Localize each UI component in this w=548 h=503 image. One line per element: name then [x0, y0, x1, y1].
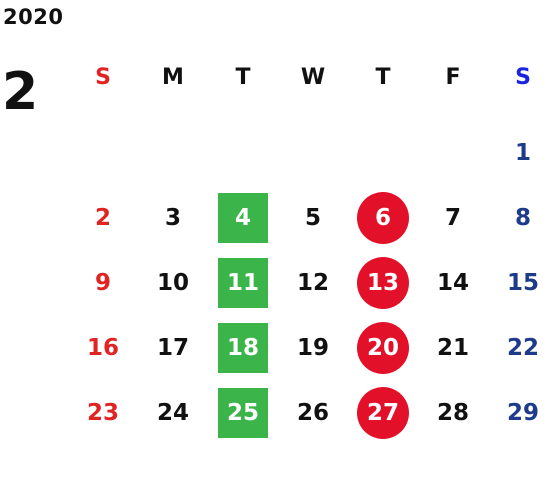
- day-number: 25: [226, 399, 259, 426]
- day-cell[interactable]: 8: [488, 188, 548, 248]
- weekday-label: S: [515, 64, 531, 90]
- day-cell[interactable]: 16: [68, 318, 138, 378]
- red-circle-marker: [357, 322, 409, 374]
- day-cell[interactable]: 18: [208, 318, 278, 378]
- week-row: 2 3 4 5 6 7 8: [68, 188, 548, 248]
- red-circle-marker: [357, 387, 409, 439]
- day-number: 1: [514, 139, 531, 166]
- day-cell[interactable]: 27: [348, 383, 418, 443]
- green-square-marker: [218, 323, 268, 373]
- day-number: 11: [226, 269, 259, 296]
- day-cell[interactable]: 19: [278, 318, 348, 378]
- day-cell[interactable]: 4: [208, 188, 278, 248]
- weekday-label: F: [445, 64, 461, 90]
- day-cell[interactable]: 13: [348, 253, 418, 313]
- day-number: 28: [436, 399, 469, 426]
- day-number: 21: [436, 334, 469, 361]
- day-cell[interactable]: 12: [278, 253, 348, 313]
- day-number: 9: [94, 269, 111, 296]
- day-number: 4: [234, 204, 251, 231]
- day-cell[interactable]: 24: [138, 383, 208, 443]
- week-row: 1: [68, 123, 548, 183]
- month-number: 2: [2, 62, 39, 122]
- day-number: 6: [374, 204, 391, 231]
- day-number: 19: [296, 334, 329, 361]
- week-row: 16 17 18 19 20 21 22: [68, 318, 548, 378]
- weekday-wednesday: W: [278, 47, 348, 107]
- day-number: 15: [506, 269, 539, 296]
- weekday-thursday: T: [348, 47, 418, 107]
- weekday-label: T: [375, 64, 391, 90]
- day-number: 7: [444, 204, 461, 231]
- day-number: 12: [296, 269, 329, 296]
- day-number: 23: [86, 399, 119, 426]
- day-cell[interactable]: 23: [68, 383, 138, 443]
- weekday-sunday: S: [68, 47, 138, 107]
- weekday-monday: M: [138, 47, 208, 107]
- day-number: 17: [156, 334, 189, 361]
- day-number: 10: [156, 269, 189, 296]
- day-cell[interactable]: 20: [348, 318, 418, 378]
- day-cell[interactable]: 10: [138, 253, 208, 313]
- day-number: 16: [86, 334, 119, 361]
- red-circle-marker: [357, 192, 409, 244]
- day-number: 29: [506, 399, 539, 426]
- day-cell[interactable]: 6: [348, 188, 418, 248]
- green-square-marker: [218, 388, 268, 438]
- day-number: 27: [366, 399, 399, 426]
- day-cell[interactable]: 29: [488, 383, 548, 443]
- day-cell[interactable]: 9: [68, 253, 138, 313]
- day-cell[interactable]: 22: [488, 318, 548, 378]
- weekday-friday: F: [418, 47, 488, 107]
- day-cell[interactable]: 1: [488, 123, 548, 183]
- red-circle-marker: [357, 257, 409, 309]
- year-label: 2020: [3, 5, 64, 29]
- day-cell[interactable]: 3: [138, 188, 208, 248]
- day-cell[interactable]: 21: [418, 318, 488, 378]
- day-cell[interactable]: 15: [488, 253, 548, 313]
- weekday-tuesday: T: [208, 47, 278, 107]
- day-cell[interactable]: 28: [418, 383, 488, 443]
- day-cell[interactable]: 7: [418, 188, 488, 248]
- weekday-label: S: [95, 64, 111, 90]
- day-cell[interactable]: 26: [278, 383, 348, 443]
- day-number: 26: [296, 399, 329, 426]
- day-cell[interactable]: 17: [138, 318, 208, 378]
- weekday-label: W: [300, 64, 326, 90]
- day-number: 18: [226, 334, 259, 361]
- weekday-saturday: S: [488, 47, 548, 107]
- day-number: 8: [514, 204, 531, 231]
- day-number: 3: [164, 204, 181, 231]
- weekday-label: T: [235, 64, 251, 90]
- day-cell[interactable]: 14: [418, 253, 488, 313]
- day-cell[interactable]: 25: [208, 383, 278, 443]
- day-number: 22: [506, 334, 539, 361]
- day-number: 13: [366, 269, 399, 296]
- day-cell[interactable]: 11: [208, 253, 278, 313]
- day-number: 24: [156, 399, 189, 426]
- day-cell[interactable]: 5: [278, 188, 348, 248]
- week-row: 23 24 25 26 27 28 29: [68, 383, 548, 443]
- day-cell[interactable]: 2: [68, 188, 138, 248]
- green-square-marker: [218, 258, 268, 308]
- day-number: 5: [304, 204, 321, 231]
- green-square-marker: [218, 193, 268, 243]
- day-number: 20: [366, 334, 399, 361]
- day-number: 2: [94, 204, 111, 231]
- day-number: 14: [436, 269, 469, 296]
- weekday-label: M: [162, 64, 184, 90]
- week-row: 9 10 11 12 13 14 15: [68, 253, 548, 313]
